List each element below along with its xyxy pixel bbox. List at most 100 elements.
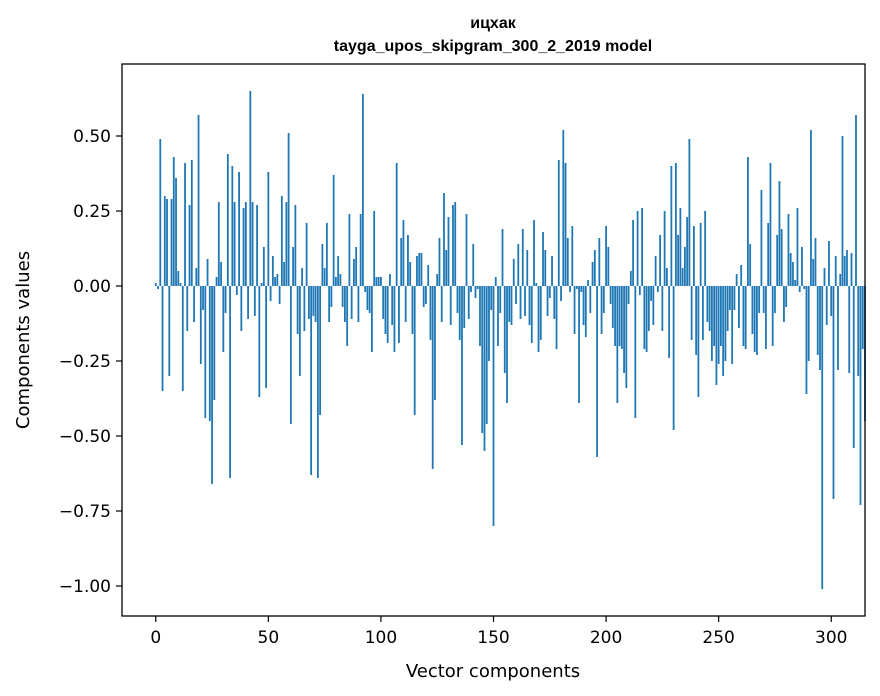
- bar-component-42: [249, 91, 252, 286]
- bar-component-76: [325, 223, 328, 286]
- bar-component-38: [240, 286, 243, 331]
- bar-component-8: [172, 157, 175, 286]
- bar-component-257: [733, 286, 736, 310]
- bar-component-50: [267, 172, 270, 286]
- bar-component-73: [319, 286, 322, 415]
- bar-component-276: [776, 235, 779, 286]
- bar-component-36: [235, 286, 238, 295]
- bar-component-105: [391, 286, 394, 325]
- bar-component-74: [321, 244, 324, 286]
- bar-component-9: [175, 178, 177, 286]
- bar-component-256: [731, 286, 734, 364]
- bar-component-196: [596, 286, 598, 457]
- bar-component-69: [310, 286, 313, 475]
- bar-component-233: [679, 208, 682, 286]
- bar-component-206: [618, 286, 621, 346]
- bar-component-294: [816, 286, 819, 355]
- bar-component-185: [571, 226, 574, 286]
- bar-component-205: [616, 286, 619, 403]
- bar-component-130: [447, 217, 450, 286]
- bar-component-250: [717, 286, 720, 364]
- bar-component-308: [848, 286, 851, 373]
- bar-component-31: [224, 286, 227, 313]
- bar-component-303: [837, 286, 839, 370]
- bar-component-216: [641, 208, 643, 286]
- bar-component-140: [470, 286, 472, 292]
- bar-component-173: [544, 250, 547, 286]
- bar-component-163: [521, 229, 524, 286]
- bar-component-33: [229, 286, 231, 478]
- bar-component-68: [307, 286, 310, 319]
- bar-component-111: [404, 286, 407, 322]
- bar-component-202: [609, 286, 612, 304]
- bar-component-133: [454, 202, 457, 286]
- bar-component-167: [530, 286, 533, 343]
- bar-component-309: [850, 253, 853, 286]
- bar-component-199: [602, 286, 605, 313]
- bar-component-11: [179, 283, 182, 286]
- bar-component-114: [411, 286, 414, 334]
- bar-component-221: [652, 286, 655, 325]
- bar-component-190: [582, 286, 585, 325]
- bar-component-279: [783, 286, 785, 322]
- bar-component-166: [528, 286, 531, 325]
- bar-component-79: [332, 175, 335, 286]
- bar-component-126: [438, 238, 441, 286]
- y-axis-ticks: 0.50 0.25 0.00 −0.25 −0.50 −0.75 −1.00: [59, 127, 122, 597]
- bar-component-260: [740, 265, 743, 286]
- bar-component-171: [539, 286, 542, 340]
- bar-component-235: [683, 247, 686, 286]
- bar-component-210: [627, 286, 630, 304]
- bar-component-180: [560, 286, 562, 301]
- bar-component-92: [362, 94, 364, 286]
- bar-component-300: [830, 286, 833, 316]
- bar-component-245: [706, 286, 709, 322]
- bar-component-239: [692, 226, 695, 286]
- bar-component-56: [280, 196, 283, 286]
- bar-component-160: [515, 286, 517, 304]
- bar-component-169: [535, 283, 538, 286]
- bar-component-215: [638, 286, 641, 295]
- bar-component-236: [686, 217, 689, 286]
- bar-component-158: [510, 286, 513, 325]
- bar-component-161: [517, 244, 520, 286]
- bar-component-188: [578, 286, 580, 403]
- bar-component-182: [564, 163, 567, 286]
- bar-component-32: [226, 154, 229, 286]
- bar-component-197: [598, 238, 601, 286]
- bar-component-63: [296, 286, 299, 334]
- bar-component-187: [575, 286, 578, 289]
- bar-component-115: [413, 286, 416, 415]
- bar-component-307: [846, 250, 848, 286]
- bar-component-170: [537, 286, 540, 352]
- bar-component-193: [589, 286, 592, 313]
- bar-component-159: [512, 259, 515, 286]
- bar-component-168: [533, 220, 535, 286]
- bar-component-14: [186, 286, 189, 331]
- bar-component-135: [458, 286, 461, 340]
- bar-component-145: [481, 286, 484, 433]
- bar-component-125: [436, 274, 439, 286]
- bar-component-61: [292, 247, 295, 286]
- bar-component-296: [821, 286, 824, 589]
- bar-component-258: [735, 274, 738, 286]
- bars-layer: [154, 91, 866, 589]
- y-tick-label: −0.25: [59, 352, 111, 372]
- bar-component-255: [729, 286, 731, 310]
- bar-component-139: [467, 286, 470, 319]
- bar-component-37: [238, 172, 240, 286]
- bar-component-290: [807, 286, 810, 361]
- bar-component-91: [359, 214, 362, 286]
- y-tick-label: −0.50: [59, 427, 111, 447]
- bar-component-87: [350, 286, 353, 319]
- bar-component-232: [677, 235, 680, 286]
- bar-component-20: [199, 286, 202, 364]
- bar-component-66: [303, 286, 306, 331]
- bar-component-116: [416, 256, 418, 286]
- bar-component-64: [298, 286, 301, 376]
- bar-component-203: [611, 286, 614, 328]
- bar-component-249: [715, 286, 718, 385]
- bar-component-26: [213, 286, 216, 400]
- bar-component-229: [670, 166, 673, 286]
